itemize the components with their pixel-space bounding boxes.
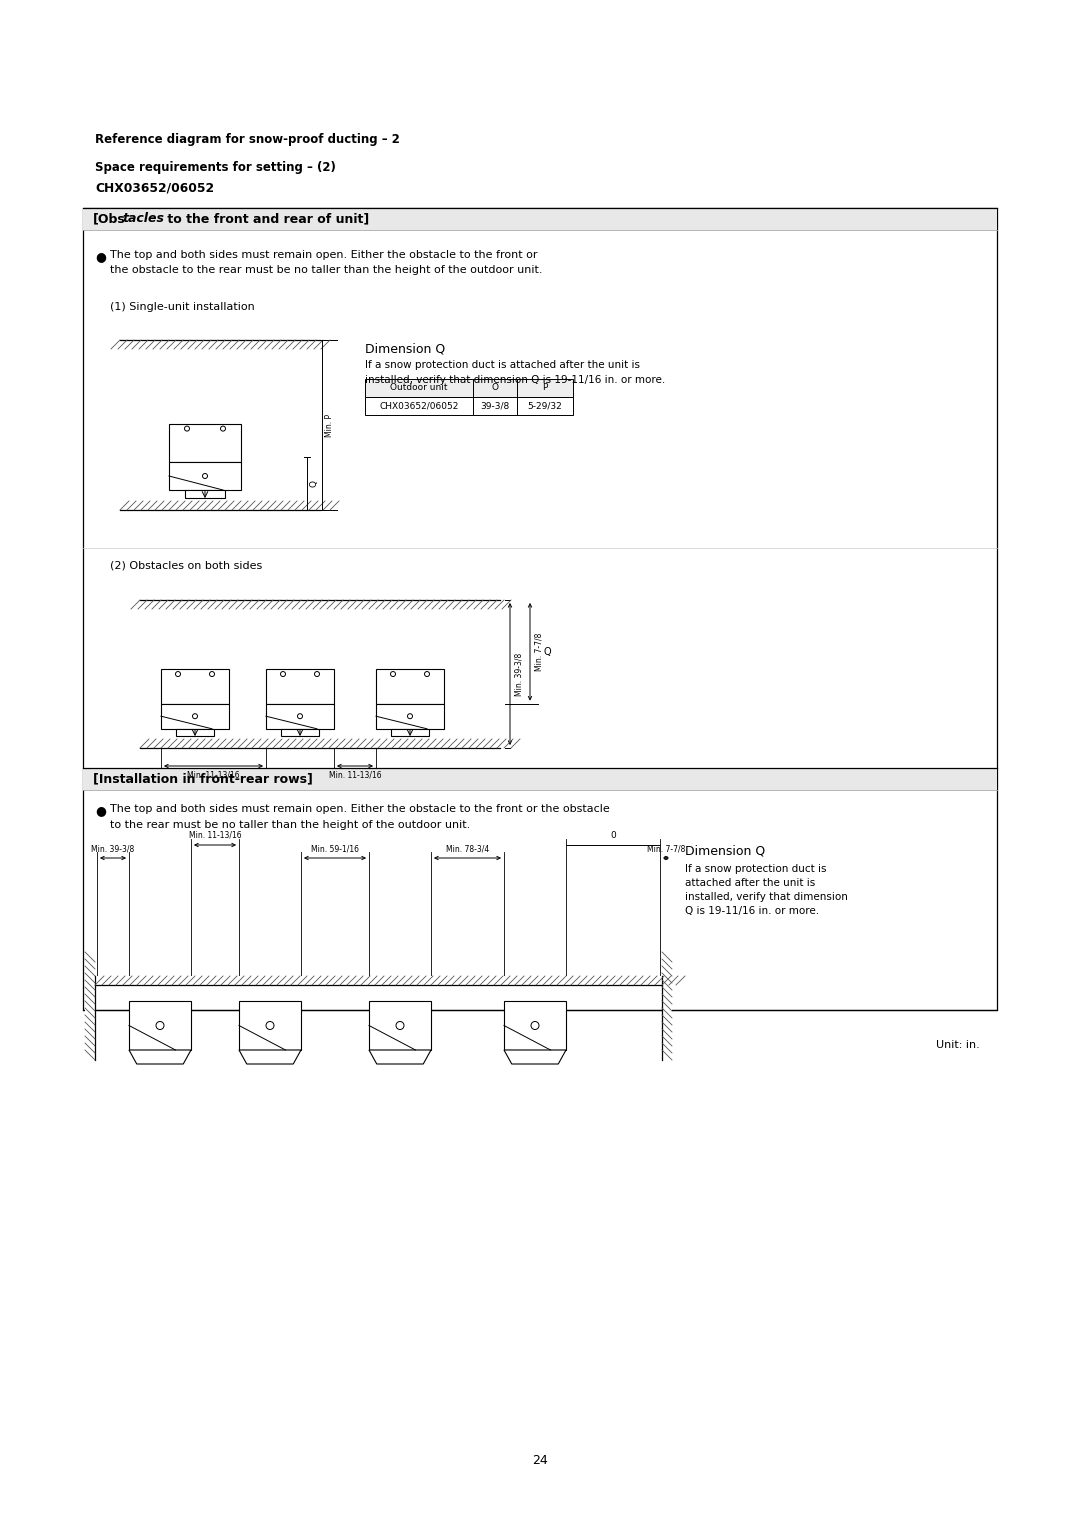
- Polygon shape: [369, 1050, 431, 1063]
- Text: 0: 0: [610, 831, 616, 840]
- Text: Min. 11-13/16: Min. 11-13/16: [187, 772, 240, 779]
- Polygon shape: [129, 1050, 191, 1063]
- Bar: [517, 397, 573, 416]
- Polygon shape: [239, 1050, 301, 1063]
- Bar: [376, 669, 444, 703]
- Text: [Installation in front-rear rows]: [Installation in front-rear rows]: [93, 773, 313, 785]
- Text: P: P: [542, 384, 548, 393]
- Text: Reference diagram for snow-proof ducting – 2: Reference diagram for snow-proof ducting…: [95, 133, 400, 147]
- Text: Min. 59-1/16: Min. 59-1/16: [311, 843, 359, 853]
- Text: tacles: tacles: [122, 212, 164, 226]
- Text: Dimension Q: Dimension Q: [365, 342, 445, 354]
- Text: Unit: in.: Unit: in.: [936, 1041, 980, 1050]
- Text: Min. 39-3/8: Min. 39-3/8: [92, 843, 135, 853]
- Bar: [504, 1001, 566, 1050]
- Text: 5-29/32: 5-29/32: [528, 402, 563, 411]
- Bar: [140, 740, 500, 749]
- Bar: [391, 729, 429, 736]
- Bar: [266, 703, 334, 729]
- Text: (2) Obstacles on both sides: (2) Obstacles on both sides: [110, 559, 262, 570]
- Bar: [365, 379, 473, 397]
- Text: Min. 78-3/4: Min. 78-3/4: [446, 843, 489, 853]
- Bar: [376, 703, 444, 729]
- Text: CHX03652/06052: CHX03652/06052: [95, 182, 214, 194]
- Bar: [281, 729, 319, 736]
- Text: ●: ●: [95, 804, 106, 817]
- Text: Q: Q: [544, 646, 552, 657]
- Bar: [369, 1001, 431, 1050]
- Text: 39-3/8: 39-3/8: [481, 402, 510, 411]
- Bar: [185, 490, 225, 498]
- Bar: [85, 976, 95, 1060]
- Text: The top and both sides must remain open. Either the obstacle to the front or: The top and both sides must remain open.…: [110, 251, 538, 260]
- Text: the obstacle to the rear must be no taller than the height of the outdoor unit.: the obstacle to the rear must be no tall…: [110, 264, 542, 275]
- Bar: [120, 341, 320, 348]
- Text: Min. 11-13/16: Min. 11-13/16: [189, 831, 241, 840]
- Bar: [120, 501, 320, 510]
- Text: [Obs: [Obs: [93, 212, 125, 226]
- Bar: [83, 208, 997, 231]
- Text: Min. 11-13/16: Min. 11-13/16: [328, 772, 381, 779]
- Text: ●: ●: [95, 251, 106, 263]
- Text: If a snow protection duct is attached after the unit is: If a snow protection duct is attached af…: [365, 361, 640, 370]
- Bar: [168, 461, 241, 490]
- Bar: [168, 423, 241, 461]
- Text: Min. 39-3/8: Min. 39-3/8: [514, 652, 523, 695]
- Bar: [266, 669, 334, 703]
- Text: CHX03652/06052: CHX03652/06052: [379, 402, 459, 411]
- Bar: [83, 769, 997, 790]
- Bar: [95, 976, 662, 986]
- Text: Min. P: Min. P: [325, 414, 334, 437]
- Bar: [662, 976, 672, 1060]
- Text: Min. 7-7/8: Min. 7-7/8: [534, 633, 543, 671]
- Text: to the rear must be no taller than the height of the outdoor unit.: to the rear must be no taller than the h…: [110, 821, 470, 830]
- Bar: [365, 397, 473, 416]
- Text: O: O: [491, 384, 499, 393]
- Bar: [161, 669, 229, 703]
- Bar: [473, 397, 517, 416]
- Text: installed, verify that dimension Q is 19-11/16 in. or more.: installed, verify that dimension Q is 19…: [365, 374, 665, 385]
- Text: (1) Single-unit installation: (1) Single-unit installation: [110, 303, 255, 312]
- Polygon shape: [504, 1050, 566, 1063]
- Bar: [473, 379, 517, 397]
- Text: The top and both sides must remain open. Either the obstacle to the front or the: The top and both sides must remain open.…: [110, 804, 610, 814]
- Text: Q: Q: [310, 480, 319, 487]
- Text: Outdoor unit: Outdoor unit: [390, 384, 448, 393]
- Bar: [140, 601, 500, 610]
- Bar: [176, 729, 214, 736]
- Text: Dimension Q: Dimension Q: [685, 845, 766, 859]
- Text: 24: 24: [532, 1453, 548, 1467]
- Bar: [517, 379, 573, 397]
- Text: Min. 7-7/8: Min. 7-7/8: [647, 843, 685, 853]
- Text: to the front and rear of unit]: to the front and rear of unit]: [163, 212, 369, 226]
- Text: If a snow protection duct is
attached after the unit is
installed, verify that d: If a snow protection duct is attached af…: [685, 863, 848, 915]
- Bar: [83, 208, 997, 1010]
- Bar: [161, 703, 229, 729]
- Bar: [239, 1001, 301, 1050]
- Text: Space requirements for setting – (2): Space requirements for setting – (2): [95, 162, 336, 174]
- Bar: [129, 1001, 191, 1050]
